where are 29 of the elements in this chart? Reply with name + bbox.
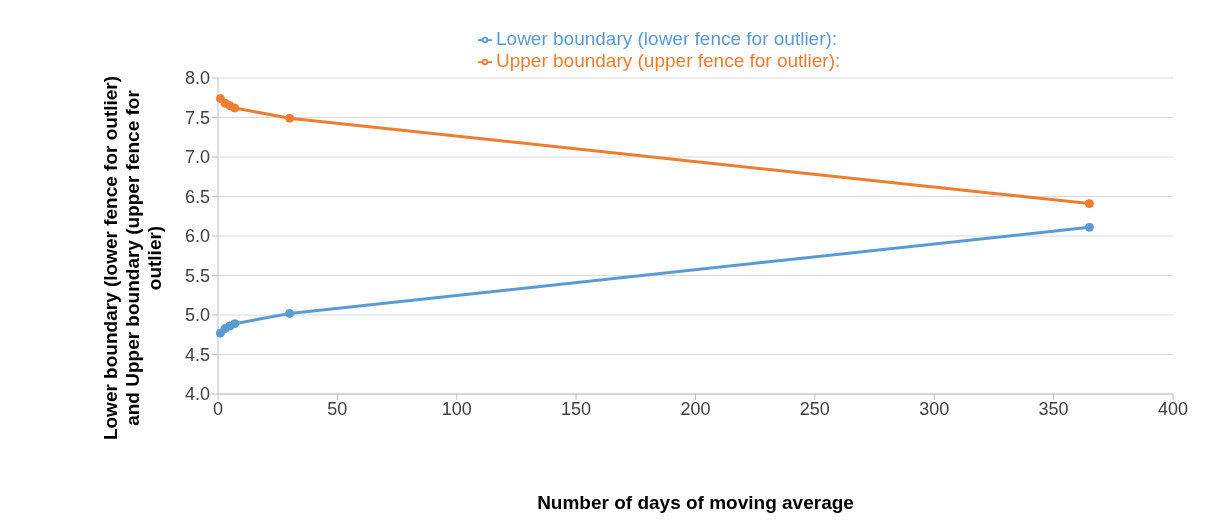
y-tick-label: 6.5 bbox=[184, 186, 210, 207]
point bbox=[1084, 199, 1094, 209]
legend-label: Lower boundary (lower fence for outlier): bbox=[496, 28, 838, 49]
x-tick-label: 400 bbox=[1157, 398, 1189, 419]
point bbox=[285, 113, 295, 123]
x-tick-label: 0 bbox=[212, 398, 224, 419]
point bbox=[1084, 222, 1094, 232]
y-tick-label: 5.0 bbox=[184, 305, 210, 326]
legend-label: Upper boundary (upper fence for outlier): bbox=[496, 50, 841, 71]
y-tick-label: 6.0 bbox=[184, 226, 210, 247]
point bbox=[230, 319, 240, 329]
y-tick-label: 7.5 bbox=[184, 107, 210, 128]
x-tick-label: 300 bbox=[919, 398, 950, 419]
x-tick-label: 50 bbox=[327, 398, 348, 419]
y-tick-label: 4.0 bbox=[184, 384, 210, 405]
y-axis-title: Lower boundary (lower fence for outlier) and Upper boundary (upper fence for outlier) bbox=[100, 74, 166, 443]
y-tick-label: 4.5 bbox=[184, 344, 210, 365]
x-tick-label: 250 bbox=[799, 398, 830, 419]
x-tick-label: 200 bbox=[680, 398, 711, 419]
x-tick-label: 150 bbox=[561, 398, 592, 419]
point bbox=[230, 103, 240, 113]
y-tick-label: 7.0 bbox=[184, 147, 210, 168]
point bbox=[285, 308, 295, 318]
point bbox=[215, 94, 225, 104]
y-tick-label: 8.0 bbox=[184, 68, 210, 89]
x-tick-label: 350 bbox=[1038, 398, 1069, 419]
x-axis-title: Number of days of moving average bbox=[537, 492, 854, 513]
y-tick-label: 5.5 bbox=[184, 265, 210, 286]
x-tick-label: 100 bbox=[441, 398, 472, 419]
